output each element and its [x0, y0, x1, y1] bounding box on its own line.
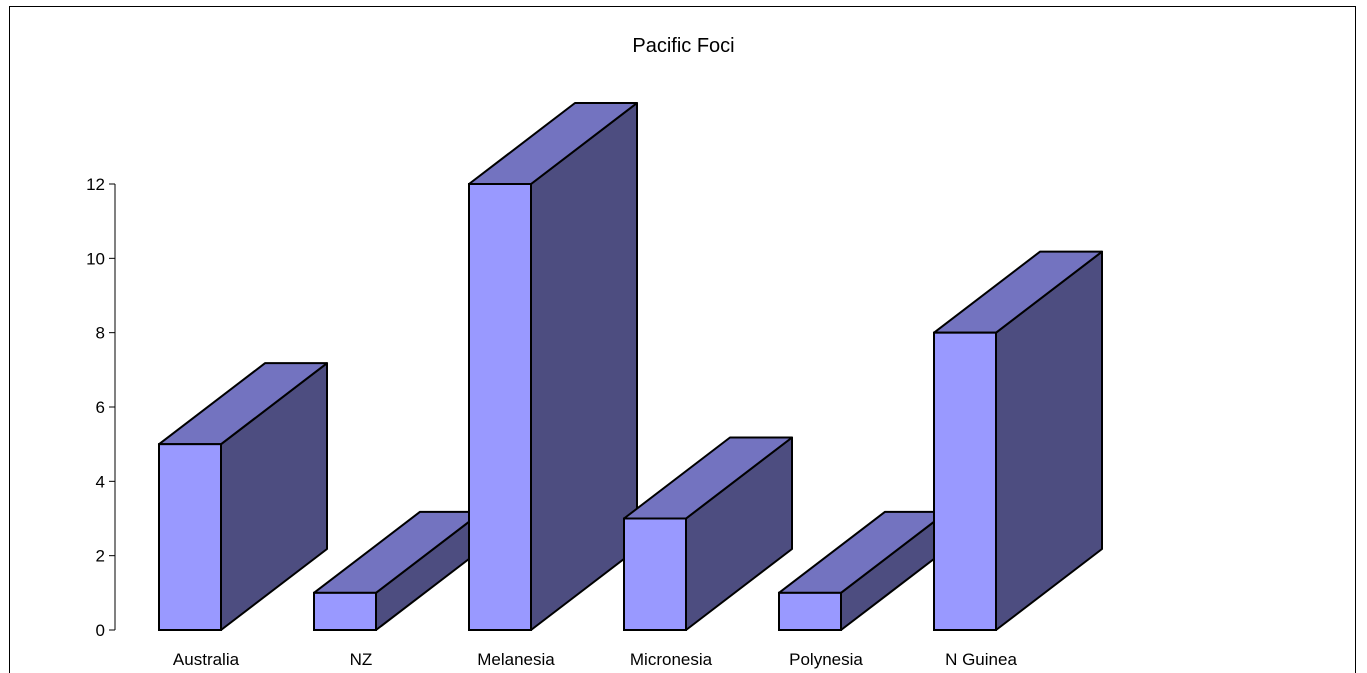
category-label: N Guinea [945, 650, 1017, 669]
bar [313, 510, 483, 631]
bar [933, 250, 1103, 631]
bar-front-face [468, 183, 532, 631]
bar-front-face [313, 591, 377, 631]
y-axis: 0 2 4 6 8 10 12 [86, 175, 116, 640]
chart-title: Pacific Foci [632, 35, 735, 57]
category-label: Australia [173, 650, 240, 669]
bar [623, 436, 793, 631]
bar-front-face [158, 443, 222, 631]
y-tick-label: 6 [96, 398, 105, 417]
y-tick-label: 8 [96, 324, 105, 343]
bar-front-face [778, 591, 842, 631]
category-labels: Australia NZ Melanesia Micronesia Polynesia N… [173, 650, 1018, 669]
bars [158, 102, 1103, 631]
y-tick-label: 10 [86, 249, 105, 268]
category-label: NZ [350, 650, 373, 669]
bar [468, 102, 638, 631]
bar-side-face [530, 102, 638, 631]
category-label: Melanesia [477, 650, 555, 669]
category-label: Polynesia [789, 650, 863, 669]
y-tick-label: 12 [86, 175, 105, 194]
y-tick-label: 0 [96, 621, 105, 640]
y-tick-label: 2 [96, 547, 105, 566]
category-label: Micronesia [630, 650, 713, 669]
y-tick-label: 4 [96, 472, 105, 491]
bar [778, 510, 948, 631]
bar-front-face [623, 517, 687, 631]
bar [158, 362, 328, 631]
bar-front-face [933, 331, 997, 631]
